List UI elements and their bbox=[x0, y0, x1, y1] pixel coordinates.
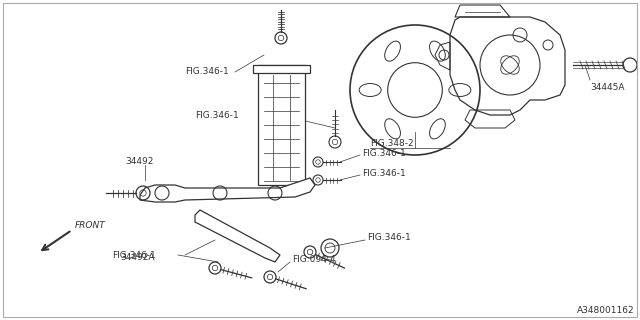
Polygon shape bbox=[253, 65, 310, 73]
Text: FIG.094-4: FIG.094-4 bbox=[292, 255, 335, 265]
Text: 34492: 34492 bbox=[125, 157, 154, 166]
Polygon shape bbox=[140, 178, 315, 202]
Text: A348001162: A348001162 bbox=[577, 306, 635, 315]
Text: 34492A: 34492A bbox=[120, 252, 154, 261]
Polygon shape bbox=[258, 65, 305, 185]
Text: FIG.346-1: FIG.346-1 bbox=[112, 251, 156, 260]
Text: FIG.346-1: FIG.346-1 bbox=[362, 169, 406, 178]
Polygon shape bbox=[195, 210, 280, 262]
Text: FIG.346-1: FIG.346-1 bbox=[185, 68, 228, 76]
Text: FRONT: FRONT bbox=[75, 221, 106, 230]
Text: FIG.346-1: FIG.346-1 bbox=[362, 148, 406, 157]
Text: FIG.346-1: FIG.346-1 bbox=[367, 234, 411, 243]
Text: 34445A: 34445A bbox=[590, 83, 625, 92]
Text: FIG.346-1: FIG.346-1 bbox=[195, 110, 239, 119]
Text: FIG.348-2: FIG.348-2 bbox=[370, 139, 413, 148]
